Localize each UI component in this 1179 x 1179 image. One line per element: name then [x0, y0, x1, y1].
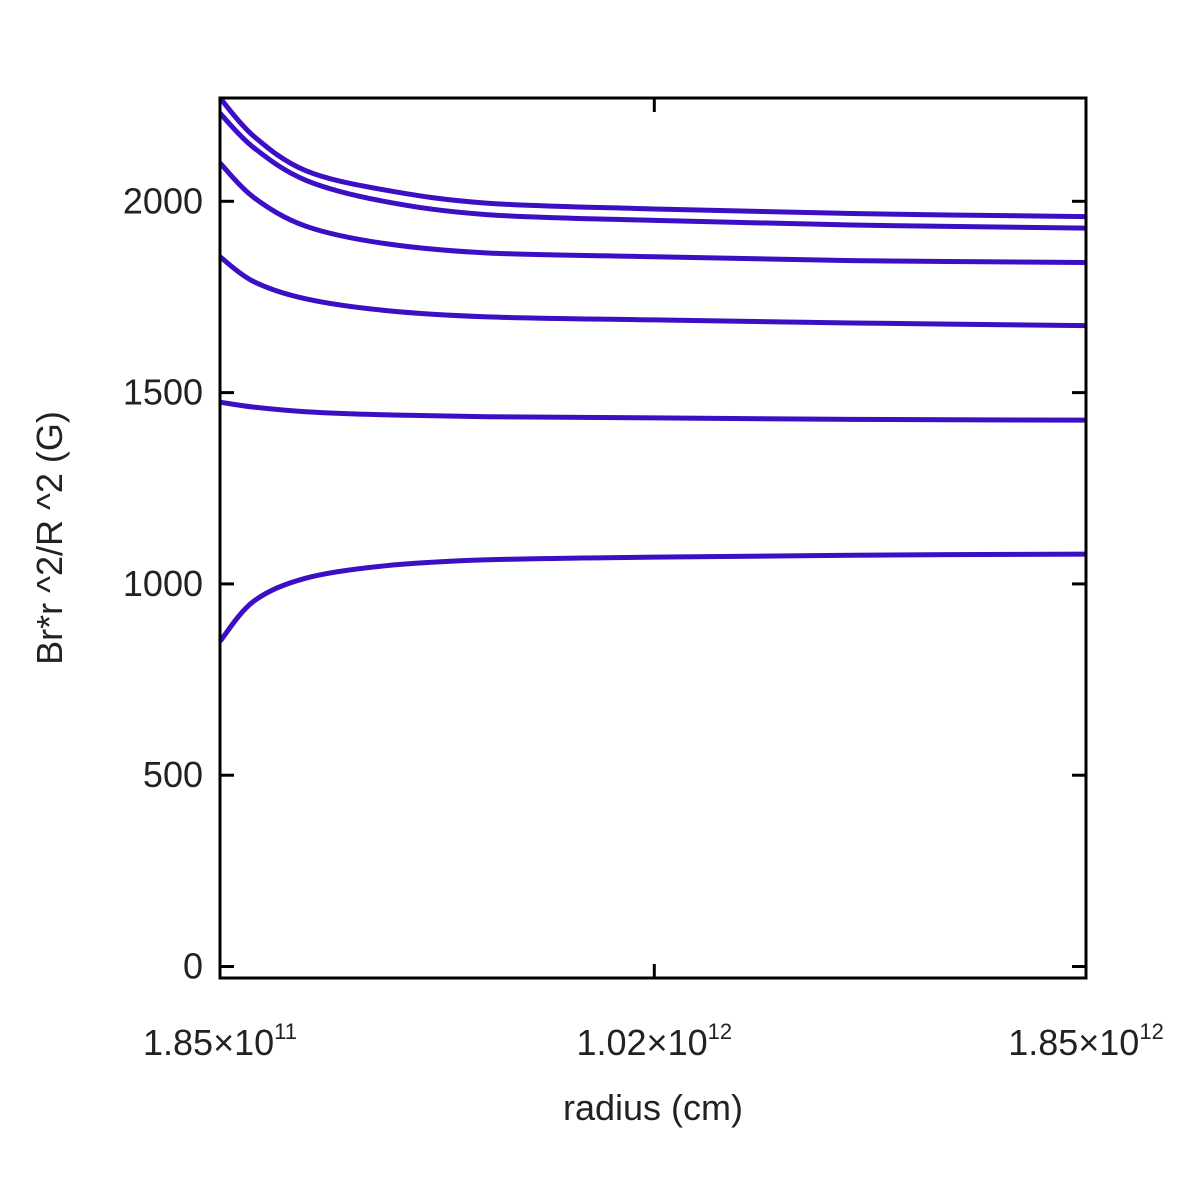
series-line-3 [218, 161, 1087, 266]
series-line-4 [218, 254, 1087, 329]
x-tick-label-1: 1.85×1011 [143, 1019, 297, 1063]
series-line-6 [218, 551, 1087, 643]
x-tick-label-3: 1.85×1012 [1008, 1019, 1164, 1063]
y-tick-label-3: 1000 [123, 563, 203, 604]
y-tick-label-2: 500 [143, 754, 203, 795]
x-tick-label-2: 1.02×1012 [576, 1019, 732, 1063]
series-line-1 [218, 96, 1087, 220]
y-tick-label-5: 2000 [123, 180, 203, 221]
x-tick-labels: 1.85×1011 1.02×1012 1.85×1012 [143, 1019, 1164, 1063]
series-line-5 [219, 399, 1087, 423]
series-line-2 [218, 111, 1087, 231]
series-lines [218, 96, 1087, 643]
axis-ticks [218, 98, 1088, 978]
y-tick-label-4: 1500 [123, 372, 203, 413]
y-axis-title: Br*r ^2/R ^2 (G) [29, 411, 70, 665]
y-tick-label-1: 0 [183, 946, 203, 987]
plot-frame [218, 96, 1088, 980]
y-tick-labels: 0 500 1000 1500 2000 [123, 180, 203, 986]
x-axis-title: radius (cm) [563, 1087, 743, 1128]
